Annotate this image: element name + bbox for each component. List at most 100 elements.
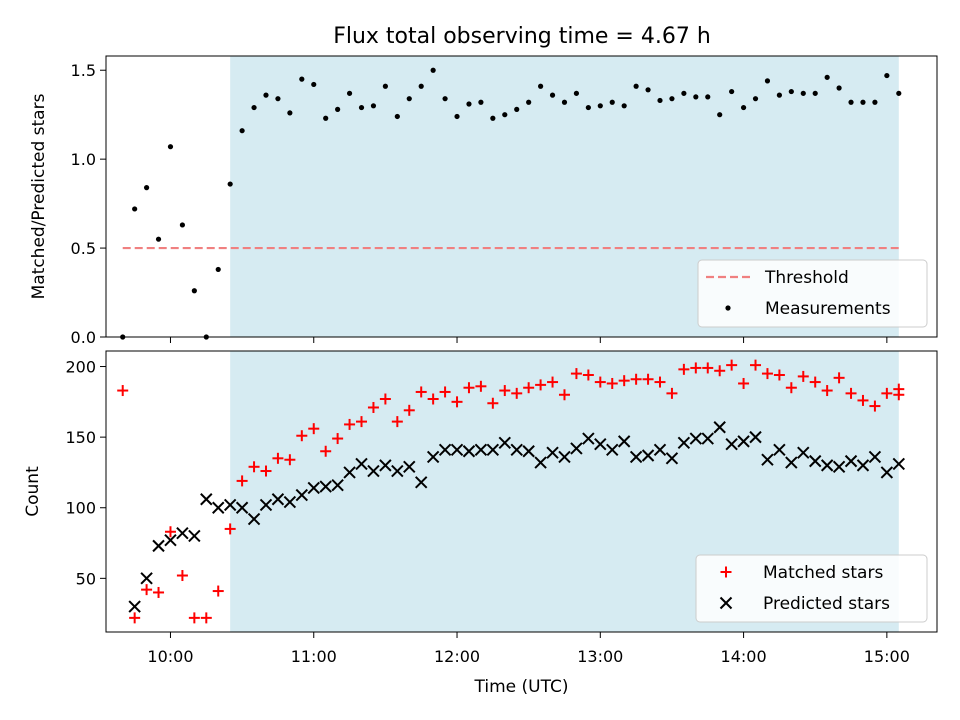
predicted-star-marker (343, 466, 356, 479)
y-tick-label: 50 (76, 569, 96, 588)
measurement-point (430, 67, 436, 73)
count-panel-frame (105, 350, 938, 633)
predicted-star-marker (450, 443, 464, 457)
marker-stroke (343, 466, 356, 479)
matched-star-marker (833, 372, 845, 384)
measurement-point (406, 96, 412, 102)
predicted-star-marker (713, 421, 726, 434)
matched-star-marker (379, 393, 391, 405)
ratio-legend: Threshold Measurements (697, 259, 928, 328)
matched-star-marker (248, 461, 260, 473)
matched-star-marker (487, 397, 499, 409)
predicted-star-marker (391, 464, 404, 478)
measurement-point (609, 99, 615, 105)
y-tick-label: 200 (65, 358, 96, 377)
marker-stroke (701, 432, 714, 445)
predicted-star-marker (403, 460, 416, 473)
marker-stroke (797, 446, 810, 459)
legend-label: Measurements (765, 299, 891, 319)
marker-stroke (773, 443, 786, 457)
measurement-point (729, 88, 735, 95)
marker-stroke (367, 464, 380, 478)
measurement-point (215, 266, 221, 273)
measurement-point (872, 99, 878, 105)
predicted-star-marker (725, 437, 738, 451)
matched-star-marker (499, 385, 511, 397)
predicted-star-marker (719, 596, 733, 610)
measurement-point (251, 104, 257, 111)
matched-star-marker (475, 380, 487, 392)
matched-star-marker (702, 362, 714, 374)
measurement-point (597, 103, 603, 109)
predicted-star-marker (498, 436, 511, 449)
time-x-axis-label: Time (UTC) (474, 677, 569, 697)
matched-star-marker (606, 377, 618, 389)
measurement-point (549, 92, 556, 98)
measurement-point (573, 90, 580, 96)
measurement-point (418, 83, 424, 89)
predicted-star-marker (474, 443, 488, 457)
marker-stroke (820, 459, 834, 472)
measurement-point (645, 87, 651, 93)
matched-star-marker (463, 382, 475, 394)
predicted-star-marker (689, 432, 703, 445)
marker-stroke (594, 437, 607, 451)
marker-stroke (498, 436, 511, 449)
matched-star-marker (570, 368, 582, 380)
matched-star-marker (511, 387, 523, 399)
measurement-point (143, 185, 150, 191)
matched-star-marker (427, 393, 439, 405)
measurement-point (299, 76, 305, 82)
matched-star-marker (594, 376, 606, 388)
measurement-point (514, 106, 520, 112)
measurement-point (681, 90, 687, 96)
predicted-star-marker (629, 450, 643, 464)
measurement-point (227, 181, 233, 187)
measurement-point (657, 97, 663, 104)
matched-star-marker (117, 385, 129, 397)
measurement-point (346, 90, 353, 96)
marker-stroke (713, 421, 726, 434)
measurement-point (812, 90, 818, 96)
marker-stroke (391, 464, 404, 478)
measurement-point (526, 99, 532, 105)
marker-stroke (247, 512, 261, 526)
matched-star-marker (857, 394, 869, 406)
matched-star-marker (344, 418, 356, 430)
matched-star-marker (296, 430, 308, 442)
marker-stroke (283, 495, 297, 509)
predicted-star-marker (426, 450, 440, 464)
matched-star-marker (391, 416, 403, 428)
measurement-point (335, 106, 341, 112)
legend-label: Matched stars (763, 563, 883, 583)
measurement-point (167, 144, 174, 150)
measurement-point (454, 113, 460, 120)
predicted-star-marker (152, 539, 165, 553)
marker-stroke (462, 445, 476, 458)
matched-star-marker (893, 389, 905, 401)
marker-stroke (892, 457, 906, 471)
matched-star-marker (654, 376, 666, 388)
marker-stroke (379, 459, 392, 472)
marker-stroke (570, 442, 583, 455)
measurement-point (132, 206, 138, 212)
matched-star-marker (869, 400, 881, 412)
marker-stroke (719, 596, 733, 610)
matched-star-marker (738, 377, 750, 389)
marker-stroke (140, 572, 153, 585)
measurement-point (275, 96, 281, 102)
matched-star-marker (881, 387, 893, 399)
measurement-point (884, 72, 890, 79)
matched-star-marker (558, 389, 570, 401)
ratio-y-axis-label: Matched/Predicted stars (29, 93, 49, 299)
predicted-star-marker (355, 457, 368, 471)
predicted-star-marker (379, 459, 392, 472)
marker-stroke (128, 600, 141, 613)
x-tick-label: 15:00 (864, 647, 910, 666)
matched-star-marker (272, 452, 284, 464)
marker-stroke (522, 445, 535, 458)
marker-stroke (653, 443, 667, 457)
measurement-point (836, 85, 842, 91)
marker-stroke (450, 443, 464, 457)
